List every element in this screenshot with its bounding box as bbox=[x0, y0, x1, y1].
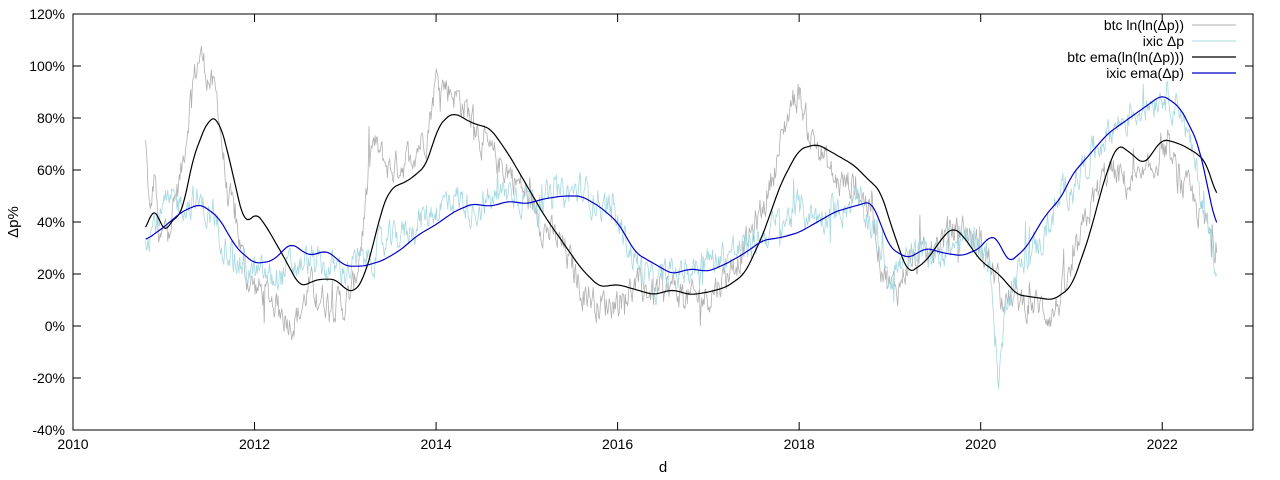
plot-frame bbox=[72, 13, 1254, 431]
y-tick-label: -40% bbox=[32, 422, 65, 438]
y-tick-label: 0% bbox=[45, 318, 65, 334]
legend-label: btc ln(ln(Δp)) bbox=[1104, 17, 1184, 33]
y-tick-label: 100% bbox=[29, 58, 65, 74]
x-tick-label: 2016 bbox=[602, 436, 633, 452]
x-tick-label: 2014 bbox=[420, 436, 451, 452]
series-ixic-raw bbox=[145, 80, 1218, 390]
y-tick-label: 60% bbox=[37, 162, 65, 178]
x-tick-label: 2022 bbox=[1147, 436, 1178, 452]
y-tick-label: 120% bbox=[29, 6, 65, 22]
x-tick-label: 2012 bbox=[239, 436, 270, 452]
y-tick-label: 80% bbox=[37, 110, 65, 126]
series-btc-ema bbox=[145, 114, 1218, 300]
series-ixic-ema bbox=[145, 96, 1218, 274]
y-tick-label: 20% bbox=[37, 266, 65, 282]
x-axis-title: d bbox=[659, 459, 667, 476]
x-tick-label: 2018 bbox=[784, 436, 815, 452]
y-tick-label: 40% bbox=[37, 214, 65, 230]
y-axis-title: Δp% bbox=[5, 206, 22, 238]
y-tick-label: -20% bbox=[32, 370, 65, 386]
series-btc-raw bbox=[145, 45, 1218, 341]
legend-label: btc ema(ln(ln(Δp))) bbox=[1067, 49, 1184, 65]
legend-label: ixic ema(Δp) bbox=[1106, 65, 1184, 81]
x-tick-label: 2010 bbox=[57, 436, 88, 452]
x-tick-label: 2020 bbox=[965, 436, 996, 452]
legend-label: ixic Δp bbox=[1143, 33, 1184, 49]
